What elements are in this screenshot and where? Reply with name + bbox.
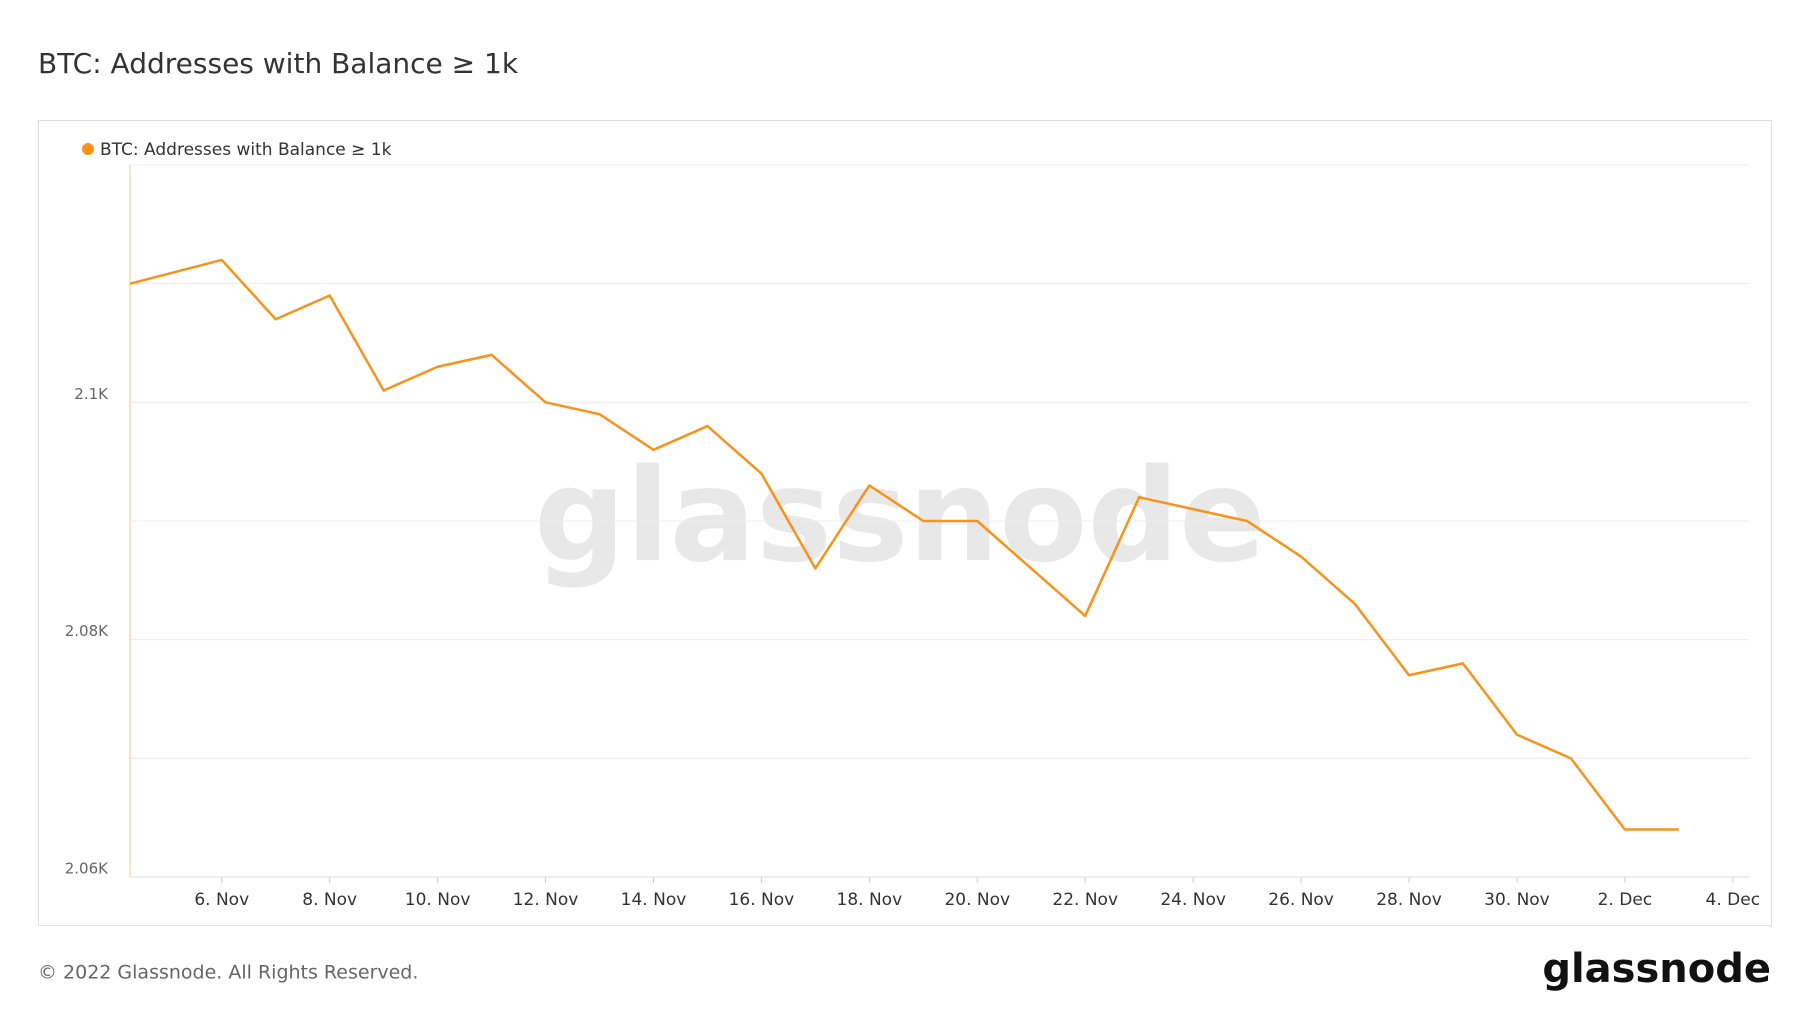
chart-frame xyxy=(38,120,1772,926)
y-tick-label: 2.06K xyxy=(65,860,109,878)
watermark: glassnode xyxy=(534,442,1266,591)
x-tick-label: 10. Nov xyxy=(405,890,471,910)
x-tick-label: 2. Dec xyxy=(1598,890,1653,910)
x-tick-label: 18. Nov xyxy=(837,890,903,910)
footer: © 2022 Glassnode. All Rights Reserved. xyxy=(38,962,418,984)
x-tick-label: 14. Nov xyxy=(621,890,687,910)
x-tick-label: 4. Dec xyxy=(1706,890,1761,910)
x-tick-label: 20. Nov xyxy=(944,890,1010,910)
x-tick-label: 22. Nov xyxy=(1052,890,1118,910)
legend-marker xyxy=(82,143,94,155)
x-tick-label: 28. Nov xyxy=(1376,890,1442,910)
chart-title: BTC: Addresses with Balance ≥ 1k xyxy=(38,47,519,80)
x-tick-label: 12. Nov xyxy=(513,890,579,910)
series-line xyxy=(129,258,1679,831)
x-tick-label: 24. Nov xyxy=(1160,890,1226,910)
logo: glassnode xyxy=(1542,946,1771,992)
legend-label: BTC: Addresses with Balance ≥ 1k xyxy=(100,140,392,160)
x-tick-label: 16. Nov xyxy=(729,890,795,910)
x-tick-label: 26. Nov xyxy=(1268,890,1334,910)
x-tick-label: 6. Nov xyxy=(194,890,249,910)
x-tick-label: 8. Nov xyxy=(302,890,357,910)
y-tick-label: 2.1K xyxy=(74,385,109,403)
y-tick-label: 2.08K xyxy=(65,622,109,640)
x-tick-label: 30. Nov xyxy=(1484,890,1550,910)
